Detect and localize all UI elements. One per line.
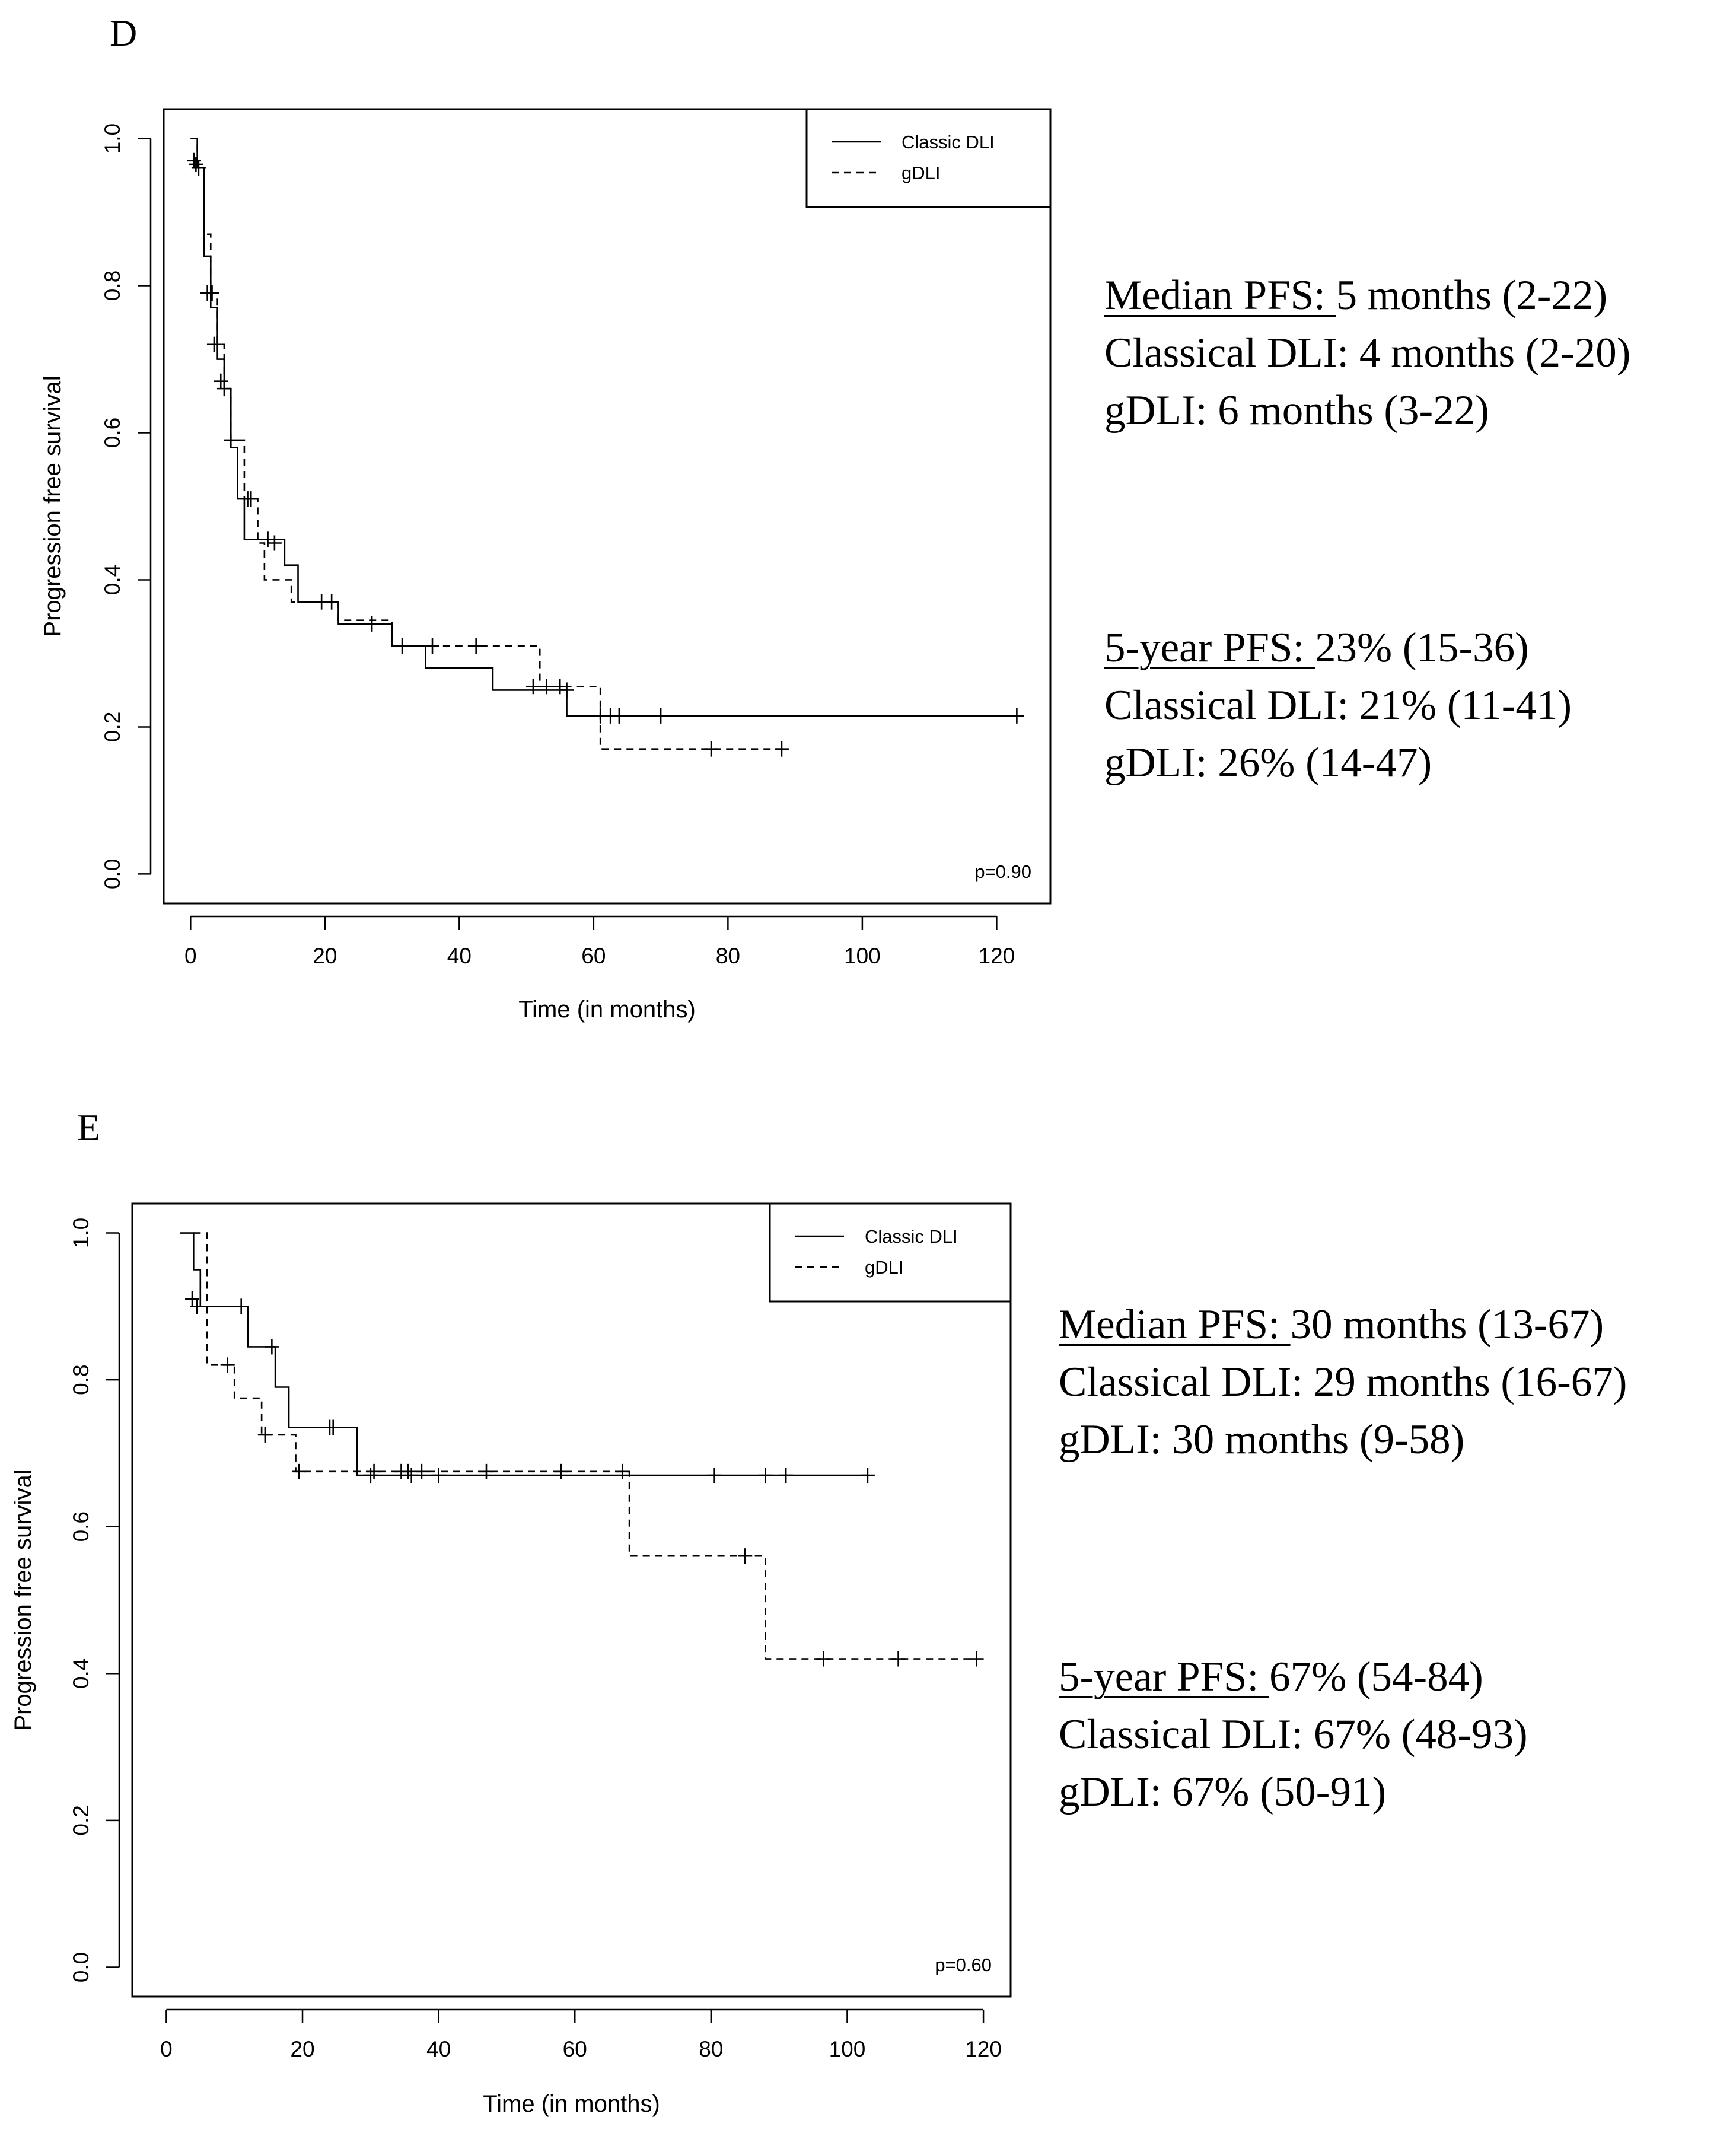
- y-tick-label: 1.0: [100, 123, 125, 154]
- panel-d-chart: 0 20 40 60 80 100 120 Time (in months) 0.0 0.2 0.4…: [40, 108, 1052, 1023]
- legend-label: Classic DLI: [865, 1226, 958, 1247]
- legend-label: gDLI: [865, 1257, 903, 1278]
- x-tick-label: 120: [979, 944, 1015, 968]
- legend-label: Classic DLI: [902, 132, 995, 152]
- y-tick-label: 0.0: [100, 859, 125, 889]
- summary-e-fiveyear-classical: Classical DLI: 67% (48-93): [1059, 1711, 1528, 1758]
- x-tick-label: 80: [716, 944, 740, 968]
- x-tick-label: 20: [290, 2037, 314, 2061]
- plot-frame: [163, 108, 1052, 905]
- panel-label-e: E: [77, 1106, 100, 1148]
- summary-e-median-value: 30 months (13-67): [1290, 1301, 1604, 1348]
- y-tick-label: 0.2: [100, 712, 125, 742]
- y-tick-label: 0.8: [100, 270, 125, 301]
- x-tick-label: 60: [563, 2037, 587, 2061]
- summary-e-fiveyear-line: 5-year PFS: 67% (54-84): [1059, 1648, 1627, 1706]
- x-tick-label: 40: [426, 2037, 451, 2061]
- summary-d-median-classical: Classical DLI: 4 months (2-20): [1104, 330, 1631, 376]
- summary-e: Median PFS: 30 months (13-67) Classical …: [1059, 1296, 1627, 1821]
- summary-e-fiveyear-value: 67% (54-84): [1269, 1654, 1483, 1700]
- summary-d-fiveyear-gdli: gDLI: 26% (14-47): [1104, 740, 1432, 786]
- summary-e-median-classical: Classical DLI: 29 months (16-67): [1059, 1359, 1627, 1405]
- summary-d-fiveyear-label: 5-year PFS:: [1104, 625, 1315, 671]
- legend: Classic DLI gDLI: [769, 1202, 1012, 1303]
- x-tick-label: 100: [844, 944, 881, 968]
- summary-e-median-line: Median PFS: 30 months (13-67): [1059, 1296, 1627, 1354]
- x-axis: 0 20 40 60 80 100 120: [160, 2008, 1002, 2061]
- survival-step-line: [180, 1232, 868, 1476]
- x-tick-label: 120: [965, 2037, 1002, 2061]
- summary-e-fiveyear-label: 5-year PFS:: [1059, 1654, 1269, 1700]
- x-tick-label: 0: [160, 2037, 173, 2061]
- panel-label-d: D: [110, 12, 137, 54]
- x-tick-label: 0: [184, 944, 197, 968]
- y-tick-label: 1.0: [69, 1218, 93, 1248]
- p-value-annotation: p=0.90: [974, 861, 1031, 882]
- survival-step-line: [193, 1232, 977, 1660]
- summary-d-fiveyear-value: 23% (15-36): [1315, 625, 1529, 671]
- summary-e-median-label: Median PFS:: [1059, 1301, 1291, 1348]
- y-tick-label: 0.6: [69, 1511, 93, 1542]
- series-classic-dli: [180, 1232, 875, 1484]
- series-gdli: [189, 138, 789, 757]
- y-axis-title: Progression free survival: [10, 1469, 36, 1730]
- y-tick-label: 0.0: [69, 1952, 93, 1982]
- survival-step-line: [190, 138, 782, 750]
- legend-box: [805, 108, 1052, 208]
- y-tick-label: 0.8: [69, 1364, 93, 1395]
- panel-e-chart: 0 20 40 60 80 100 120 Time (in months) 0.0 0.2 0.4…: [10, 1202, 1012, 2117]
- x-axis-title: Time (in months): [518, 997, 696, 1023]
- y-tick-label: 0.4: [69, 1659, 93, 1689]
- survival-step-line: [190, 138, 1017, 717]
- p-value-annotation: p=0.60: [935, 1955, 992, 1975]
- x-tick-label: 20: [313, 944, 337, 968]
- y-tick-label: 0.2: [69, 1805, 93, 1835]
- legend-box: [769, 1202, 1012, 1303]
- plot-frame: [131, 1202, 1012, 1998]
- x-tick-label: 40: [447, 944, 472, 968]
- x-tick-label: 60: [581, 944, 606, 968]
- x-axis: 0 20 40 60 80 100 120: [184, 915, 1015, 968]
- y-tick-label: 0.6: [100, 418, 125, 448]
- series-gdli: [185, 1232, 984, 1667]
- y-axis-title: Progression free survival: [40, 375, 66, 636]
- y-axis: 0.0 0.2 0.4 0.6 0.8 1.0: [69, 1218, 120, 1982]
- x-tick-label: 80: [699, 2037, 723, 2061]
- summary-d-median-line: Median PFS: 5 months (2-22): [1104, 267, 1630, 324]
- summary-d: Median PFS: 5 months (2-22) Classical DL…: [1104, 267, 1630, 792]
- summary-d-median-label: Median PFS:: [1104, 272, 1336, 319]
- y-axis: 0.0 0.2 0.4 0.6 0.8 1.0: [100, 123, 152, 889]
- legend-label: gDLI: [902, 163, 940, 183]
- summary-e-median-gdli: gDLI: 30 months (9-58): [1059, 1416, 1465, 1463]
- y-tick-label: 0.4: [100, 565, 125, 595]
- summary-e-fiveyear-gdli: gDLI: 67% (50-91): [1059, 1769, 1387, 1815]
- summary-d-fiveyear-line: 5-year PFS: 23% (15-36): [1104, 619, 1630, 677]
- summary-d-median-gdli: gDLI: 6 months (3-22): [1104, 387, 1489, 434]
- legend: Classic DLI gDLI: [805, 108, 1052, 208]
- summary-d-median-value: 5 months (2-22): [1336, 272, 1608, 319]
- x-axis-title: Time (in months): [483, 2091, 660, 2117]
- series-classic-dli: [186, 138, 1024, 724]
- summary-d-fiveyear-classical: Classical DLI: 21% (11-41): [1104, 682, 1572, 728]
- x-tick-label: 100: [829, 2037, 866, 2061]
